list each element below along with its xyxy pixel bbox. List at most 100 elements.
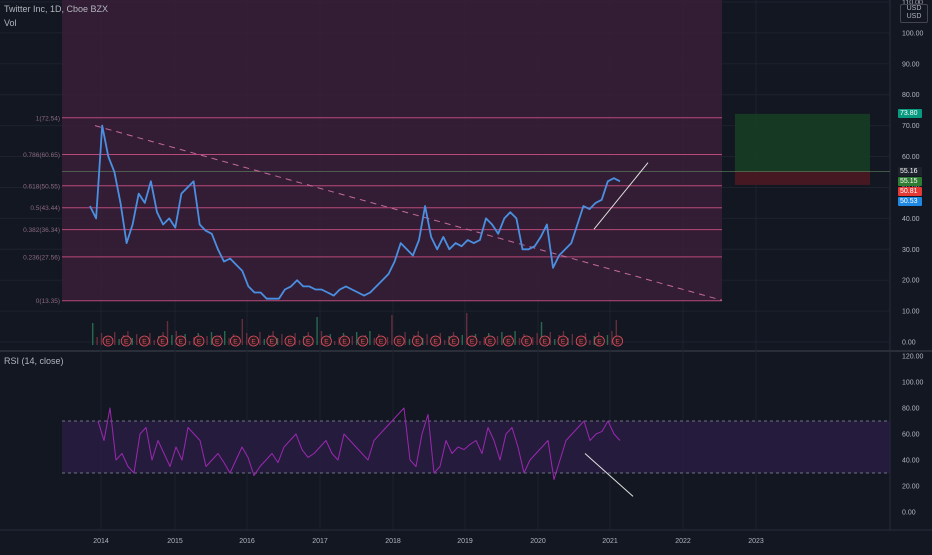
price-axis-tick: 20.00	[902, 278, 920, 285]
volume-bar	[461, 335, 463, 345]
earnings-marker-label: E	[561, 339, 566, 346]
earnings-marker	[502, 335, 514, 347]
volume-bar	[615, 320, 617, 345]
fib-level-label: 1(72.54)	[36, 115, 60, 122]
volume-bar	[571, 334, 573, 345]
earnings-marker-label: E	[543, 339, 548, 346]
volume-bar	[540, 322, 543, 345]
volume-bar	[246, 333, 248, 345]
volume-bar	[92, 323, 94, 345]
earnings-marker	[539, 335, 551, 347]
volume-label: Vol	[4, 18, 17, 28]
volume-bar	[386, 337, 389, 345]
earnings-marker-label: E	[452, 339, 457, 346]
earnings-marker	[175, 335, 187, 347]
currency-label-top: USD	[906, 5, 922, 12]
volume-bar	[153, 340, 155, 345]
fib-level-label: 0.618(50.55)	[23, 183, 60, 190]
volume-bar	[356, 332, 358, 345]
fib-level-label: 0.382(36.34)	[23, 227, 60, 234]
fib-level-label: 0.5(43.44)	[30, 205, 60, 212]
time-axis-label: 2017	[312, 538, 328, 545]
price-axis-tick: 40.00	[902, 216, 920, 223]
rsi-axis-tick: 100.00	[902, 380, 924, 387]
volume-bar	[444, 340, 446, 345]
volume-bar	[606, 335, 609, 345]
earnings-marker	[575, 335, 587, 347]
earnings-marker-label: E	[579, 339, 584, 346]
volume-bar	[466, 313, 468, 345]
volume-bar	[532, 337, 534, 345]
currency-button[interactable]: USD USD	[900, 4, 928, 23]
volume-bar	[228, 338, 230, 345]
earnings-marker-label: E	[215, 339, 220, 346]
earnings-marker	[612, 335, 623, 347]
time-axis-label: 2014	[93, 538, 109, 545]
volume-bar	[496, 336, 499, 345]
price-axis-tick: 70.00	[902, 123, 920, 130]
time-axis-label: 2015	[167, 538, 183, 545]
earnings-marker	[430, 335, 442, 347]
downtrend-line	[94, 125, 723, 301]
earnings-marker	[393, 335, 405, 347]
earnings-marker-label: E	[251, 339, 256, 346]
volume-bar	[554, 339, 556, 345]
volume-bar	[298, 340, 301, 345]
earnings-marker	[557, 335, 569, 347]
earnings-marker-label: E	[324, 339, 329, 346]
volume-bar	[294, 333, 296, 345]
earnings-marker	[484, 335, 496, 347]
earnings-marker	[339, 335, 351, 347]
earnings-marker-label: E	[270, 339, 275, 346]
time-axis-label: 2021	[602, 538, 618, 545]
volume-bar	[611, 331, 613, 345]
volume-bar	[100, 333, 103, 345]
price-axis-tick: 80.00	[902, 92, 920, 99]
price-axis-tick: 100.00	[902, 30, 924, 37]
earnings-marker-label: E	[233, 339, 238, 346]
earnings-marker	[521, 335, 532, 347]
earnings-marker	[357, 335, 369, 347]
volume-bar	[479, 341, 481, 345]
symbol-title: Twitter Inc, 1D, Cboe BZX	[4, 4, 109, 14]
earnings-marker-label: E	[142, 339, 147, 346]
earnings-marker	[302, 335, 314, 347]
volume-bar	[514, 331, 516, 345]
volume-bar	[426, 334, 428, 345]
earnings-marker	[193, 335, 205, 347]
time-axis-label: 2023	[748, 538, 764, 545]
volume-bar	[334, 341, 336, 345]
earnings-marker-label: E	[379, 339, 384, 346]
volume-bar	[501, 332, 503, 345]
volume-bar	[210, 332, 213, 345]
rsi-series-line	[97, 407, 621, 480]
price-badge: 73.80	[898, 109, 922, 119]
volume-bar	[241, 319, 243, 345]
earnings-marker-label: E	[179, 339, 184, 346]
earnings-marker	[102, 335, 114, 347]
rsi-trendline	[584, 453, 634, 497]
volume-bar	[171, 335, 173, 345]
earnings-marker-label: E	[433, 339, 438, 346]
rsi-band	[62, 421, 890, 473]
price-badge: 50.53	[898, 197, 922, 206]
earnings-marker-label: E	[488, 339, 493, 346]
volume-bar	[224, 331, 226, 345]
time-axis-label: 2018	[385, 538, 401, 545]
earnings-marker	[138, 335, 150, 347]
earnings-marker	[157, 335, 169, 347]
earnings-marker-label: E	[160, 339, 165, 346]
volume-bar	[166, 321, 169, 345]
earnings-marker	[375, 335, 387, 347]
volume-bar	[114, 332, 116, 345]
volume-bar	[206, 336, 208, 345]
price-badge: 55.16	[898, 167, 922, 176]
volume-bar	[320, 331, 323, 345]
earnings-marker-label: E	[124, 339, 129, 346]
volume-bar	[549, 332, 551, 345]
rsi-axis-tick: 20.00	[902, 484, 920, 491]
volume-bar	[536, 333, 538, 345]
earnings-marker	[284, 335, 296, 347]
